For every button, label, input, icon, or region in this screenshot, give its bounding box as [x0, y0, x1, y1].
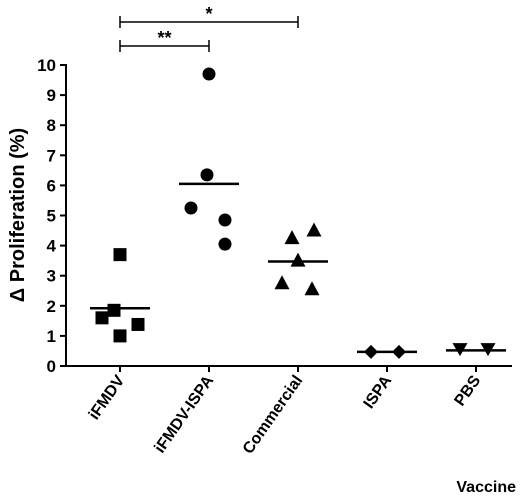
- y-tick-label: 10: [37, 56, 56, 75]
- square-point: [107, 303, 121, 317]
- circle-point: [200, 168, 214, 182]
- y-tick-label: 6: [47, 176, 56, 195]
- x-tick-label: iFMDV-ISPA: [152, 372, 218, 456]
- x-tick-label: ISPA: [361, 372, 396, 412]
- significance-brackets: ***: [119, 4, 299, 52]
- diamond-point: [364, 344, 378, 359]
- data-points: [90, 67, 506, 359]
- circle-point: [184, 201, 198, 215]
- y-tick-label: 2: [47, 297, 56, 316]
- circle-point: [218, 213, 232, 227]
- square-point: [113, 329, 127, 343]
- axes: 0 1 2 3 4 5 6 7 8 9 10 iFMDV iFMDV-ISPA Commercial ISP…: [37, 56, 512, 457]
- y-tick-label: 4: [47, 237, 57, 256]
- triangle-up-point: [306, 222, 322, 237]
- triangle-up-point: [304, 281, 320, 296]
- triangle-up-point: [284, 230, 300, 245]
- x-axis-title: Vaccine: [456, 479, 516, 496]
- y-tick-label: 0: [47, 357, 56, 376]
- square-point: [95, 311, 109, 325]
- x-tick-label: iFMDV: [86, 372, 129, 423]
- y-tick-label: 3: [47, 267, 56, 286]
- circle-point: [218, 237, 232, 251]
- y-tick-label: 8: [47, 116, 56, 135]
- significance-label: **: [157, 28, 171, 48]
- diamond-point: [392, 344, 406, 359]
- square-point: [113, 248, 127, 262]
- triangle-down-point: [452, 343, 468, 357]
- circle-point: [202, 67, 216, 81]
- y-tick-label: 9: [47, 86, 56, 105]
- triangle-up-point: [274, 275, 290, 290]
- y-axis-title: Δ Proliferation (%): [7, 128, 29, 302]
- y-tick-label: 5: [47, 207, 56, 226]
- square-point: [131, 317, 145, 331]
- y-tick-label: 1: [47, 327, 56, 346]
- x-tick-label: PBS: [451, 372, 484, 409]
- x-tick-label: Commercial: [240, 373, 306, 458]
- y-tick-label: 7: [47, 146, 56, 165]
- triangle-down-point: [480, 343, 496, 357]
- triangle-up-point: [290, 252, 306, 267]
- significance-label: *: [205, 4, 212, 24]
